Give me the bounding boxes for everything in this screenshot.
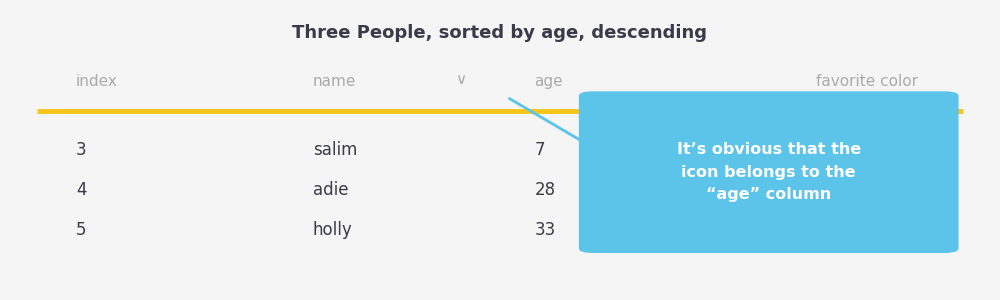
Text: index: index xyxy=(76,74,118,89)
Text: It’s obvious that the
icon belongs to the
“age” column: It’s obvious that the icon belongs to th… xyxy=(677,142,861,202)
Text: favorite color: favorite color xyxy=(816,74,918,89)
Text: 3: 3 xyxy=(76,141,87,159)
Text: ∨: ∨ xyxy=(455,72,466,87)
FancyBboxPatch shape xyxy=(579,91,959,253)
Text: salim: salim xyxy=(313,141,357,159)
Text: adie: adie xyxy=(313,181,348,199)
Text: 33: 33 xyxy=(535,221,556,239)
Text: age: age xyxy=(535,74,563,89)
Text: green: green xyxy=(816,141,864,159)
Text: Three People, sorted by age, descending: Three People, sorted by age, descending xyxy=(292,24,708,42)
Text: 7: 7 xyxy=(535,141,545,159)
Text: 4: 4 xyxy=(76,181,86,199)
Text: holly: holly xyxy=(313,221,352,239)
Text: 28: 28 xyxy=(535,181,556,199)
Text: name: name xyxy=(313,74,356,89)
Text: 5: 5 xyxy=(76,221,86,239)
